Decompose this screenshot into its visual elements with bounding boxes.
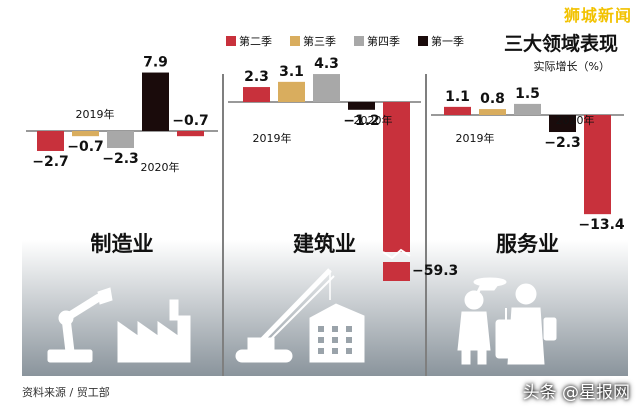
brand-logo: 狮城新闻 xyxy=(563,6,632,25)
bar xyxy=(383,102,410,252)
value-label: 3.1 xyxy=(279,64,304,80)
bar xyxy=(107,131,134,149)
unit-label: 实际增长（%） xyxy=(534,59,610,73)
value-label: 1.1 xyxy=(445,89,470,105)
bar xyxy=(479,109,506,115)
legend-label: 第一季 xyxy=(431,34,464,48)
year-label: 2020年 xyxy=(354,113,393,127)
bar xyxy=(348,102,375,110)
bar xyxy=(278,81,305,102)
year-label: 2020年 xyxy=(556,113,595,127)
bar xyxy=(177,131,204,137)
bar xyxy=(37,131,64,151)
legend-label: 第四季 xyxy=(367,34,400,48)
legend-swatch xyxy=(290,36,300,46)
sector-name: 制造业 xyxy=(91,232,154,256)
legend-swatch xyxy=(418,36,428,46)
bar-break-mark xyxy=(382,248,411,260)
legend-swatch xyxy=(226,36,236,46)
value-label: 4.3 xyxy=(314,56,339,72)
bar xyxy=(514,103,541,115)
service-staff-traveler-icon xyxy=(457,277,557,365)
year-label: 2019年 xyxy=(456,131,495,145)
value-label: 1.5 xyxy=(515,86,540,102)
value-label: −0.7 xyxy=(172,113,209,129)
year-label: 2020年 xyxy=(141,160,180,174)
value-label: 7.9 xyxy=(143,55,168,71)
bar xyxy=(142,72,169,131)
bar xyxy=(243,87,270,102)
robot-arm-factory-icon xyxy=(47,287,191,363)
legend: 第二季 第三季 第四季 第一季 xyxy=(226,34,464,48)
source-note: 资料来源 / 贸工部 xyxy=(22,386,110,399)
legend-label: 第二季 xyxy=(239,34,272,48)
value-label: −2.3 xyxy=(102,151,139,167)
bar xyxy=(549,115,576,133)
chart-title: 三大领域表现 xyxy=(504,32,618,55)
bar xyxy=(313,74,340,102)
bar xyxy=(383,262,410,281)
legend-label: 第三季 xyxy=(303,34,336,48)
year-label: 2019年 xyxy=(76,107,115,121)
value-label: −2.3 xyxy=(544,135,581,151)
bar xyxy=(72,131,99,137)
value-label: −59.3 xyxy=(412,263,458,279)
sector-name: 服务业 xyxy=(496,232,559,256)
value-label: −0.7 xyxy=(67,139,104,155)
watermark: 头条 @星报网 xyxy=(522,383,630,403)
value-label: −1.2 xyxy=(343,113,380,129)
bar xyxy=(444,106,471,115)
sector-name: 建筑业 xyxy=(293,232,356,256)
crane-building-icon xyxy=(235,268,365,363)
legend-swatch xyxy=(354,36,364,46)
value-label: 2.3 xyxy=(244,69,269,85)
bar xyxy=(584,115,611,215)
year-label: 2019年 xyxy=(253,131,292,145)
value-label: −13.4 xyxy=(578,217,625,233)
value-label: −2.7 xyxy=(32,154,69,170)
value-label: 0.8 xyxy=(480,91,505,107)
